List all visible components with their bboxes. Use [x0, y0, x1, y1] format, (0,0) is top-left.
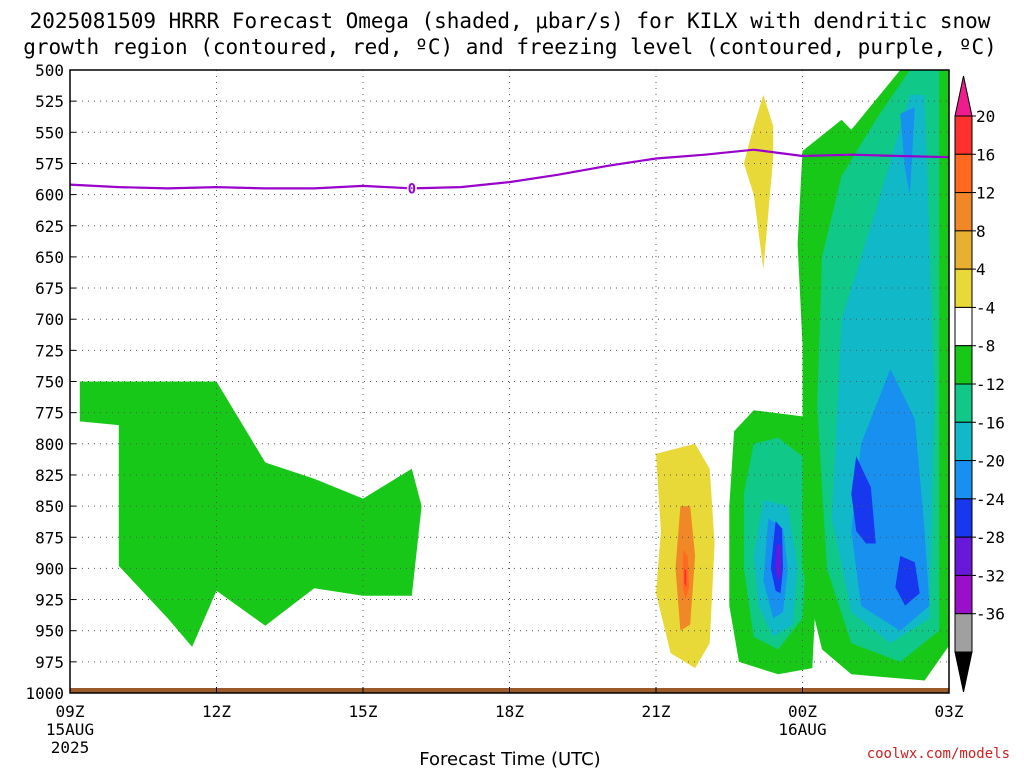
colorbar-bin-6 — [954, 306, 973, 347]
x-tick-date-00Z: 16AUG — [778, 720, 826, 739]
y-axis: 500 525 550 575 600 625 650 675 700 725 750 775 800 8… — [25, 61, 76, 703]
colorbar-label-4: 4 — [976, 260, 986, 279]
colorbar-label-1: 16 — [976, 145, 995, 164]
colorbar-bin-2 — [954, 153, 973, 194]
y-tick-label-900: 900 — [35, 559, 64, 578]
y-tick-label-950: 950 — [35, 622, 64, 641]
x-tick-label-12Z: 12Z — [202, 702, 231, 721]
chart-title-line2: growth region (contoured, red, ºC) and f… — [23, 35, 997, 59]
x-tick-label-15Z: 15Z — [349, 702, 378, 721]
omega-region-5 — [743, 94, 774, 270]
y-tick-label-750: 750 — [35, 373, 64, 392]
omega-shading — [79, 70, 949, 681]
colorbar-bin-9 — [954, 421, 973, 462]
colorbar-label-13: -36 — [976, 605, 1005, 624]
colorbar-bin-13 — [954, 574, 973, 615]
colorbar-bin-10 — [954, 460, 973, 500]
credit-text: coolwx.com/models — [867, 746, 1010, 762]
x-tick-label-21Z: 21Z — [642, 702, 671, 721]
colorbar-label-12: -32 — [976, 566, 1005, 585]
colorbar-label-6: -8 — [976, 337, 995, 356]
colorbar-label-0: 20 — [976, 107, 995, 126]
x-axis-label: Forecast Time (UTC) — [419, 749, 600, 768]
colorbar-label-8: -16 — [976, 413, 1005, 432]
y-tick-label-825: 825 — [35, 466, 64, 485]
colorbar-top-arrow — [954, 75, 973, 117]
grid-lines — [70, 70, 949, 693]
colorbar-label-10: -24 — [976, 490, 1005, 509]
freezing-level-label-bg — [406, 180, 417, 196]
freezing-level-line — [69, 148, 950, 190]
colorbar-bin-5 — [954, 268, 973, 308]
y-tick-label-500: 500 — [35, 61, 64, 80]
chart-title-line1: 2025081509 HRRR Forecast Omega (shaded, … — [30, 9, 991, 33]
y-tick-label-1000: 1000 — [25, 684, 64, 703]
x-tick-label-03Z: 03Z — [935, 702, 964, 721]
x-tick-label-18Z: 18Z — [495, 702, 524, 721]
y-tick-label-850: 850 — [35, 497, 64, 516]
colorbar: 20 16 12 8 4 -4 -8 -12 -16 -20 -24 -28 -32 -36 — [954, 75, 1005, 693]
colorbar-bin-12 — [954, 536, 973, 576]
y-tick-label-675: 675 — [35, 279, 64, 298]
x-tick-label-09Z: 09Z — [56, 702, 85, 721]
freezing-level-label: 0 — [408, 181, 416, 197]
colorbar-bin-7 — [954, 345, 973, 385]
colorbar-label-5: -4 — [976, 298, 995, 317]
x-tick-date-09Z: 15AUG — [46, 720, 94, 739]
colorbar-label-7: -12 — [976, 375, 1005, 394]
colorbar-label-3: 8 — [976, 222, 986, 241]
y-tick-label-550: 550 — [35, 123, 64, 142]
y-tick-label-800: 800 — [35, 435, 64, 454]
omega-region-18 — [895, 555, 920, 606]
y-tick-label-725: 725 — [35, 341, 64, 360]
y-tick-label-775: 775 — [35, 404, 64, 423]
omega-region-0 — [79, 381, 422, 647]
y-tick-label-525: 525 — [35, 92, 64, 111]
x-tick-year-09Z: 2025 — [51, 738, 90, 757]
y-tick-label-700: 700 — [35, 310, 64, 329]
x-tick-label-00Z: 00Z — [788, 702, 817, 721]
colorbar-bottom-arrow — [954, 651, 973, 693]
colorbar-bin-3 — [954, 192, 973, 232]
y-tick-label-925: 925 — [35, 591, 64, 610]
colorbar-bin-1 — [954, 115, 973, 155]
omega-region-4 — [684, 568, 687, 588]
omega-region-11 — [775, 543, 781, 581]
y-tick-label-600: 600 — [35, 186, 64, 205]
colorbar-bin-8 — [954, 383, 973, 423]
colorbar-label-11: -28 — [976, 528, 1005, 547]
omega-region-16 — [900, 107, 915, 195]
y-tick-label-575: 575 — [35, 154, 64, 173]
omega-region-17 — [851, 456, 876, 544]
y-tick-label-625: 625 — [35, 217, 64, 236]
colorbar-bin-4 — [954, 230, 973, 270]
freezing-level-contour: 0 — [69, 148, 950, 197]
y-tick-label-875: 875 — [35, 528, 64, 547]
y-tick-label-650: 650 — [35, 248, 64, 267]
y-tick-label-975: 975 — [35, 653, 64, 672]
colorbar-label-9: -20 — [976, 452, 1005, 471]
colorbar-label-2: 12 — [976, 184, 995, 203]
colorbar-bin-11 — [954, 498, 973, 538]
colorbar-bin-14 — [954, 613, 973, 653]
